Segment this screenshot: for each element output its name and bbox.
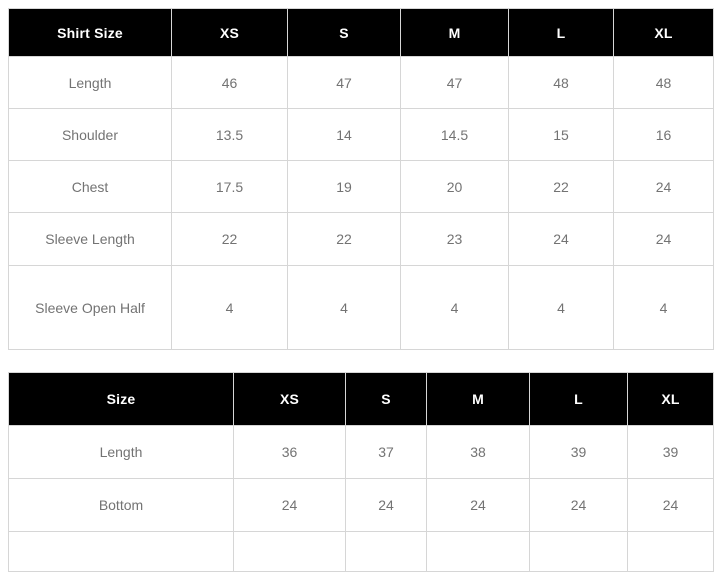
header-cell-shirt-size: Shirt Size [8,8,172,57]
value-cell: 24 [426,478,530,532]
table-row-length: Length 36 37 38 39 39 [8,425,714,479]
header-cell-xl: XL [613,8,714,57]
value-cell: 24 [233,478,346,532]
value-cell [529,531,628,572]
header-cell-m: M [426,372,530,426]
header-cell-l: L [529,372,628,426]
table-row-length: Length 46 47 47 48 48 [8,56,714,109]
table-row-bottom: Bottom 24 24 24 24 24 [8,478,714,532]
row-label-cell [8,531,234,572]
value-cell: 22 [508,160,614,213]
row-label-cell: Bottom [8,478,234,532]
header-cell-size: Size [8,372,234,426]
value-cell: 39 [529,425,628,479]
value-cell: 38 [426,425,530,479]
row-label-cell: Length [8,56,172,109]
header-cell-s: S [345,372,427,426]
value-cell: 19 [287,160,401,213]
value-cell: 16 [613,108,714,161]
bottom-size-table-body: Length 36 37 38 39 39 Bottom 24 24 24 24… [8,425,714,572]
row-label-cell: Chest [8,160,172,213]
value-cell: 36 [233,425,346,479]
header-cell-l: L [508,8,614,57]
value-cell [426,531,530,572]
table-row-shoulder: Shoulder 13.5 14 14.5 15 16 [8,108,714,161]
value-cell: 47 [400,56,509,109]
row-label-cell: Sleeve Open Half [8,265,172,350]
bottom-size-table-header: Size XS S M L XL [8,372,714,426]
value-cell: 47 [287,56,401,109]
value-cell: 22 [287,212,401,266]
value-cell [345,531,427,572]
header-cell-xl: XL [627,372,714,426]
value-cell: 37 [345,425,427,479]
bottom-size-table: Size XS S M L XL Length 36 37 38 39 39 B… [8,372,714,572]
table-row-sleeve-length: Sleeve Length 22 22 23 24 24 [8,212,714,266]
shirt-size-table-header: Shirt Size XS S M L XL [8,8,714,57]
row-label-cell: Length [8,425,234,479]
shirt-size-table: Shirt Size XS S M L XL Length 46 47 47 4… [8,8,714,350]
header-row: Size XS S M L XL [8,372,714,426]
value-cell [233,531,346,572]
value-cell: 4 [400,265,509,350]
value-cell: 39 [627,425,714,479]
value-cell: 4 [613,265,714,350]
value-cell: 4 [508,265,614,350]
shirt-size-table-body: Length 46 47 47 48 48 Shoulder 13.5 14 1… [8,56,714,350]
value-cell: 24 [508,212,614,266]
table-row-chest: Chest 17.5 19 20 22 24 [8,160,714,213]
value-cell: 48 [508,56,614,109]
value-cell: 13.5 [171,108,288,161]
value-cell: 14 [287,108,401,161]
value-cell: 46 [171,56,288,109]
row-label-cell: Sleeve Length [8,212,172,266]
value-cell: 24 [529,478,628,532]
value-cell: 24 [627,478,714,532]
value-cell: 4 [287,265,401,350]
value-cell: 24 [613,160,714,213]
header-row: Shirt Size XS S M L XL [8,8,714,57]
value-cell: 48 [613,56,714,109]
value-cell: 23 [400,212,509,266]
table-row-cut-off [8,531,714,572]
value-cell: 24 [345,478,427,532]
header-cell-xs: XS [233,372,346,426]
header-cell-xs: XS [171,8,288,57]
header-cell-m: M [400,8,509,57]
value-cell [627,531,714,572]
value-cell: 17.5 [171,160,288,213]
header-cell-s: S [287,8,401,57]
value-cell: 15 [508,108,614,161]
table-row-sleeve-open-half: Sleeve Open Half 4 4 4 4 4 [8,265,714,350]
value-cell: 24 [613,212,714,266]
value-cell: 20 [400,160,509,213]
value-cell: 4 [171,265,288,350]
value-cell: 14.5 [400,108,509,161]
row-label-cell: Shoulder [8,108,172,161]
value-cell: 22 [171,212,288,266]
